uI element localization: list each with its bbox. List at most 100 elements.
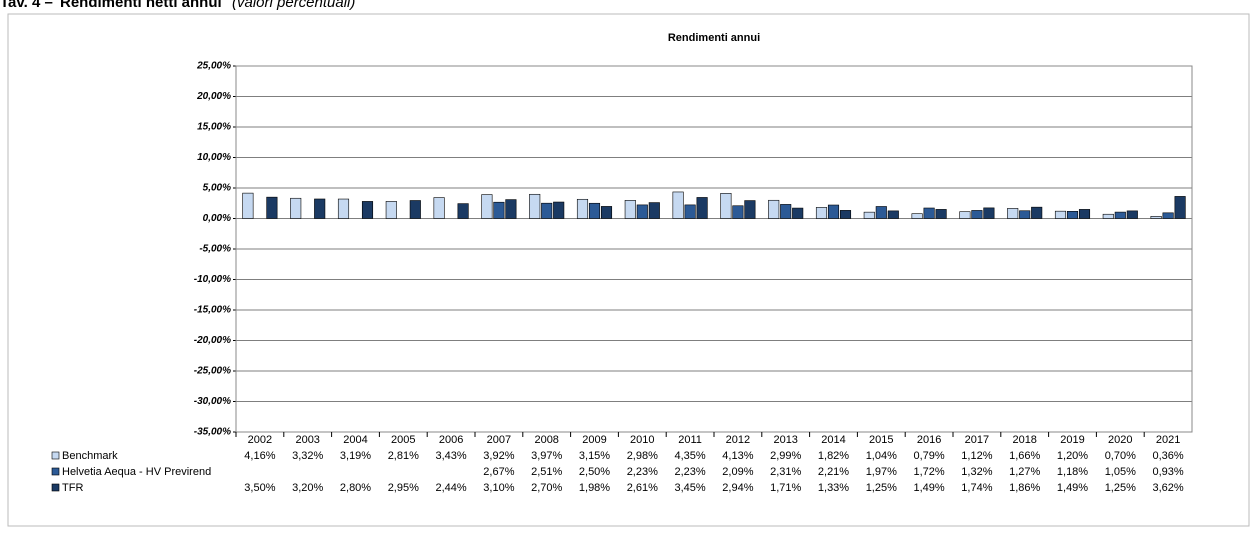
bar — [1150, 216, 1162, 219]
x-tick-label: 2015 — [869, 434, 893, 446]
y-tick-label: 15,00% — [197, 122, 231, 133]
bar — [827, 204, 840, 219]
table-value: 2,61% — [627, 482, 658, 494]
table-value: 3,92% — [483, 450, 514, 462]
x-tick-label: 2002 — [248, 434, 272, 446]
bar — [266, 196, 278, 219]
table-value: 2,94% — [722, 482, 753, 494]
bar — [409, 200, 421, 219]
table-value: 1,04% — [866, 450, 897, 462]
table-value: 2,81% — [388, 450, 419, 462]
bar — [553, 201, 565, 219]
x-tick-label: 2011 — [678, 434, 702, 446]
table-value: 3,19% — [340, 450, 371, 462]
x-tick-label: 2004 — [343, 434, 367, 446]
x-tick-label: 2014 — [821, 434, 845, 446]
table-value: 1,33% — [818, 482, 849, 494]
table-value: 1,18% — [1057, 466, 1088, 478]
bar — [1162, 212, 1174, 219]
bar — [624, 200, 636, 219]
table-value: 1,32% — [961, 466, 992, 478]
y-tick-label: -25,00% — [194, 366, 231, 377]
table-value: 2,99% — [770, 450, 801, 462]
chart-frame — [7, 13, 1250, 527]
bar — [696, 197, 708, 219]
bar — [1066, 211, 1079, 219]
y-tick-label: 20,00% — [196, 91, 231, 102]
y-tick-label: 0,00% — [203, 213, 231, 224]
x-tick-label: 2010 — [630, 434, 654, 446]
bar — [314, 198, 326, 219]
bar — [648, 202, 660, 219]
bar — [887, 210, 899, 219]
table-value: 2,23% — [674, 466, 705, 478]
table-value: 3,97% — [531, 450, 562, 462]
table-value: 0,70% — [1105, 450, 1136, 462]
header-label: Tav. 4 – — [0, 0, 53, 11]
bar — [493, 201, 505, 219]
bar — [923, 207, 935, 219]
bar — [780, 204, 792, 219]
table-value: 3,32% — [292, 450, 323, 462]
table-value: 1,71% — [770, 482, 801, 494]
table-value: 3,15% — [579, 450, 610, 462]
bar — [971, 210, 983, 219]
legend-label: Benchmark — [62, 450, 118, 462]
bar — [529, 193, 541, 219]
table-value: 2,70% — [531, 482, 562, 494]
x-tick-label: 2005 — [391, 434, 415, 446]
y-tick-label: -5,00% — [199, 244, 231, 255]
bar — [983, 207, 995, 219]
table-value: 3,45% — [674, 482, 705, 494]
table-value: 1,20% — [1057, 450, 1088, 462]
x-tick-label: 2021 — [1156, 434, 1180, 446]
table-value: 4,16% — [244, 450, 275, 462]
table-value: 2,51% — [531, 466, 562, 478]
bar — [636, 204, 648, 219]
table-value: 2,50% — [579, 466, 610, 478]
bar — [959, 211, 971, 219]
bar — [1102, 213, 1114, 219]
x-tick-label: 2008 — [534, 434, 558, 446]
bar — [935, 209, 947, 219]
table-value: 3,43% — [435, 450, 466, 462]
x-tick-label: 2012 — [726, 434, 750, 446]
header-note: (valori percentuali) — [232, 0, 355, 11]
bar — [911, 213, 923, 219]
table-value: 1,74% — [961, 482, 992, 494]
bar — [290, 197, 302, 219]
bar — [1078, 209, 1091, 219]
bar — [684, 204, 696, 219]
table-value: 1,25% — [866, 482, 897, 494]
bar — [792, 207, 804, 219]
table-value: 2,67% — [483, 466, 514, 478]
y-tick-label: 10,00% — [197, 152, 231, 163]
table-value: 3,50% — [244, 482, 275, 494]
table-value: 1,98% — [579, 482, 610, 494]
x-tick-label: 2013 — [773, 434, 797, 446]
y-tick-label: -15,00% — [194, 305, 231, 316]
bar — [361, 201, 374, 219]
y-tick-label: -35,00% — [194, 427, 231, 438]
bar — [505, 199, 517, 219]
bar — [1019, 210, 1031, 219]
legend-marker — [51, 467, 60, 476]
x-tick-label: 2017 — [965, 434, 989, 446]
table-value: 1,82% — [818, 450, 849, 462]
bar — [541, 202, 553, 219]
table-value: 2,21% — [818, 466, 849, 478]
table-value: 2,09% — [722, 466, 753, 478]
table-value: 3,20% — [292, 482, 323, 494]
y-tick-label: -20,00% — [194, 335, 231, 346]
table-value: 1,49% — [1057, 482, 1088, 494]
x-tick-label: 2007 — [487, 434, 511, 446]
table-value: 2,80% — [340, 482, 371, 494]
bar — [242, 192, 254, 219]
bar — [1174, 196, 1186, 219]
table-value: 2,98% — [627, 450, 658, 462]
bar — [744, 200, 756, 219]
x-tick-label: 2019 — [1060, 434, 1084, 446]
bar — [720, 193, 732, 219]
table-value: 1,72% — [913, 466, 944, 478]
